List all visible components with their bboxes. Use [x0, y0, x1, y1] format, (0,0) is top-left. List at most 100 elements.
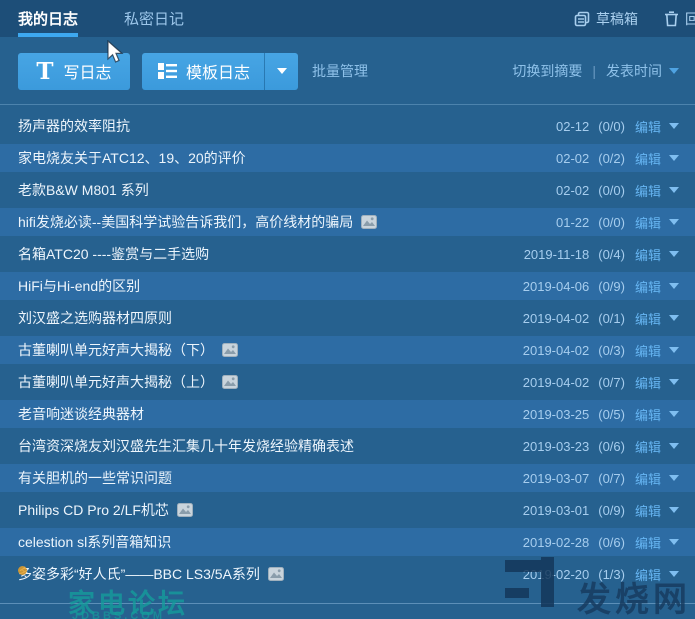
chevron-down-icon[interactable]: [669, 283, 679, 289]
list-item[interactable]: 台湾资深烧友刘汉盛先生汇集几十年发烧经验精确表述 2019-03-23 (0/6…: [0, 430, 695, 462]
chevron-down-icon[interactable]: [669, 347, 679, 353]
tab-bar: 我的日志 私密日记 草稿箱 回收站: [0, 0, 695, 37]
entry-title[interactable]: 古董喇叭单元好声大揭秘（下）: [18, 342, 214, 358]
entry-comment-count: (0/9): [598, 278, 625, 294]
entry-date: 01-22: [556, 214, 590, 230]
chevron-down-icon[interactable]: [669, 219, 679, 225]
edit-link[interactable]: 编辑: [634, 343, 661, 359]
entry-title[interactable]: 扬声器的效率阻抗: [18, 118, 130, 134]
list-bottom-divider: [0, 603, 695, 604]
entry-title[interactable]: 名箱ATC20 ----鉴赏与二手选购: [18, 246, 210, 262]
edit-link[interactable]: 编辑: [634, 183, 661, 199]
entry-comment-count: (0/3): [598, 342, 625, 358]
entry-comment-count: (1/3): [598, 566, 625, 582]
entry-comment-count: (0/0): [598, 214, 625, 230]
edit-link[interactable]: 编辑: [634, 247, 661, 263]
batch-manage-link[interactable]: 批量管理: [312, 63, 369, 79]
chevron-down-icon[interactable]: [669, 571, 679, 577]
chevron-down-icon[interactable]: [669, 539, 679, 545]
list-item[interactable]: 老款B&W M801 系列 02-02 (0/0) 编辑: [0, 174, 695, 206]
chevron-down-icon[interactable]: [669, 123, 679, 129]
entry-date: 02-02: [556, 150, 590, 166]
entry-date: 2019-04-06: [522, 278, 590, 294]
chevron-down-icon[interactable]: [669, 251, 679, 257]
edit-link[interactable]: 编辑: [634, 407, 661, 423]
entry-comment-count: (0/0): [598, 182, 625, 198]
entry-comment-count: (0/1): [598, 310, 625, 326]
toolbar-divider-line: [0, 104, 695, 105]
list-item[interactable]: Philips CD Pro 2/LF机芯 2019-03-01 (0/9) 编…: [0, 494, 695, 526]
tab-private-diary[interactable]: 私密日记: [124, 11, 185, 28]
edit-link[interactable]: 编辑: [634, 119, 661, 135]
entry-title[interactable]: 古董喇叭单元好声大揭秘（上）: [18, 374, 214, 390]
entry-title[interactable]: 家电烧友关于ATC12、19、20的评价: [18, 150, 246, 166]
entry-title[interactable]: 老款B&W M801 系列: [18, 182, 149, 198]
entry-date: 2019-02-20: [522, 566, 590, 582]
entry-date: 2019-11-18: [523, 246, 590, 262]
entry-comment-count: (0/4): [598, 246, 625, 262]
write-blog-button[interactable]: T 写日志: [18, 52, 130, 90]
edit-link[interactable]: 编辑: [634, 439, 661, 455]
entry-date: 2019-04-02: [522, 342, 590, 358]
list-item[interactable]: 名箱ATC20 ----鉴赏与二手选购 2019-11-18 (0/4) 编辑: [0, 238, 695, 270]
view-sort-controls: 切换到摘要 | 发表时间: [512, 37, 679, 105]
list-item[interactable]: 多姿多彩“好人氏”——BBC LS3/5A系列 2019-02-20 (1/3)…: [0, 558, 695, 590]
list-item[interactable]: 家电烧友关于ATC12、19、20的评价 02-02 (0/2) 编辑: [0, 142, 695, 174]
entry-title[interactable]: celestion sl系列音箱知识: [18, 534, 172, 550]
edit-link[interactable]: 编辑: [634, 279, 661, 295]
chevron-down-icon[interactable]: [669, 155, 679, 161]
entry-title[interactable]: 多姿多彩“好人氏”——BBC LS3/5A系列: [18, 566, 260, 582]
entry-title[interactable]: HiFi与Hi-end的区别: [18, 278, 141, 294]
list-item[interactable]: hifi发烧必读--美国科学试验告诉我们，高价线材的骗局 01-22 (0/0)…: [0, 206, 695, 238]
draftbox-button[interactable]: 草稿箱: [574, 9, 638, 29]
recycle-bin-label: 回收站: [685, 10, 695, 27]
edit-link[interactable]: 编辑: [634, 567, 661, 583]
chevron-down-icon[interactable]: [669, 443, 679, 449]
entry-title[interactable]: Philips CD Pro 2/LF机芯: [18, 502, 169, 518]
edit-link[interactable]: 编辑: [634, 503, 661, 519]
edit-link[interactable]: 编辑: [634, 311, 661, 327]
chevron-down-icon[interactable]: [669, 411, 679, 417]
list-item[interactable]: 有关胆机的一些常识问题 2019-03-07 (0/7) 编辑: [0, 462, 695, 494]
jdbbs-watermark-url: JDBBS.COM: [72, 610, 166, 619]
list-item[interactable]: 扬声器的效率阻抗 02-12 (0/0) 编辑: [0, 110, 695, 142]
entry-title[interactable]: 有关胆机的一些常识问题: [18, 470, 172, 486]
entry-date: 2019-04-02: [522, 374, 590, 390]
edit-link[interactable]: 编辑: [634, 215, 661, 231]
chevron-down-icon[interactable]: [669, 475, 679, 481]
switch-to-summary-link[interactable]: 切换到摘要: [512, 63, 583, 79]
chevron-down-icon[interactable]: [669, 187, 679, 193]
entry-date: 2019-04-02: [522, 310, 590, 326]
write-blog-label: 写日志: [63, 65, 112, 82]
list-item[interactable]: 古董喇叭单元好声大揭秘（上） 2019-04-02 (0/7) 编辑: [0, 366, 695, 398]
list-item[interactable]: 古董喇叭单元好声大揭秘（下） 2019-04-02 (0/3) 编辑: [0, 334, 695, 366]
list-item[interactable]: celestion sl系列音箱知识 2019-02-28 (0/6) 编辑: [0, 526, 695, 558]
entry-title[interactable]: hifi发烧必读--美国科学试验告诉我们，高价线材的骗局: [18, 214, 354, 230]
list-item[interactable]: 老音响迷谈经典器材 2019-03-25 (0/5) 编辑: [0, 398, 695, 430]
chevron-down-icon[interactable]: [669, 507, 679, 513]
chevron-down-icon[interactable]: [669, 379, 679, 385]
list-item[interactable]: HiFi与Hi-end的区别 2019-04-06 (0/9) 编辑: [0, 270, 695, 302]
image-attachment-icon: [222, 375, 238, 389]
sort-by-label: 发表时间: [606, 63, 662, 79]
edit-link[interactable]: 编辑: [634, 535, 661, 551]
edit-link[interactable]: 编辑: [634, 471, 661, 487]
template-blog-button[interactable]: 模板日志: [142, 52, 299, 90]
entry-comment-count: (0/0): [598, 118, 625, 134]
chevron-down-icon[interactable]: [669, 315, 679, 321]
entry-comment-count: (0/9): [598, 502, 625, 518]
entry-title[interactable]: 刘汉盛之选购器材四原则: [18, 310, 172, 326]
edit-link[interactable]: 编辑: [634, 375, 661, 391]
entry-title[interactable]: 老音响迷谈经典器材: [18, 406, 144, 422]
entry-title[interactable]: 台湾资深烧友刘汉盛先生汇集几十年发烧经验精确表述: [18, 438, 354, 454]
edit-link[interactable]: 编辑: [634, 151, 661, 167]
template-blog-main[interactable]: 模板日志: [142, 53, 264, 90]
sort-by-publish-time[interactable]: 发表时间: [606, 61, 679, 81]
tab-my-blogs[interactable]: 我的日志: [18, 0, 79, 37]
topbar-actions: 草稿箱 回收站: [574, 0, 695, 37]
entry-date: 2019-02-28: [522, 534, 590, 550]
list-item[interactable]: 刘汉盛之选购器材四原则 2019-04-02 (0/1) 编辑: [0, 302, 695, 334]
template-dropdown-button[interactable]: [264, 52, 298, 90]
recycle-bin-button[interactable]: 回收站: [664, 9, 695, 29]
